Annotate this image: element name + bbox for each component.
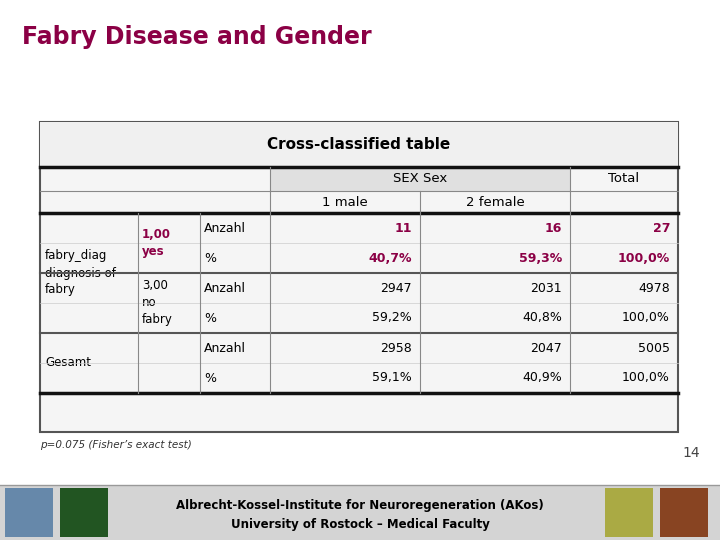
Text: 40,7%: 40,7% [369,252,412,265]
Text: University of Rostock – Medical Faculty: University of Rostock – Medical Faculty [230,518,490,531]
Text: p=0.075 (Fisher’s exact test): p=0.075 (Fisher’s exact test) [40,440,192,450]
Text: 100,0%: 100,0% [618,252,670,265]
Text: 3,00
no
fabry: 3,00 no fabry [142,280,173,327]
Text: 2 female: 2 female [466,195,524,208]
Text: 1,00
yes: 1,00 yes [142,228,171,258]
Text: SEX Sex: SEX Sex [393,172,447,186]
Text: 27: 27 [652,221,670,234]
Text: %: % [204,252,216,265]
Text: %: % [204,372,216,384]
Text: 2031: 2031 [531,281,562,294]
Text: 11: 11 [395,221,412,234]
Text: 1 male: 1 male [322,195,368,208]
Bar [605,488,653,537]
Bar [0,485,720,540]
Text: Anzahl: Anzahl [204,281,246,294]
Text: %: % [204,312,216,325]
Text: 59,2%: 59,2% [372,312,412,325]
Text: 100,0%: 100,0% [622,312,670,325]
Text: 100,0%: 100,0% [622,372,670,384]
Text: 40,9%: 40,9% [522,372,562,384]
Text: 2047: 2047 [530,341,562,354]
Bar [40,122,678,167]
Text: Gesamt: Gesamt [45,356,91,369]
Text: Total: Total [608,172,639,186]
Text: 2958: 2958 [380,341,412,354]
Bar [660,488,708,537]
Text: Cross-classified table: Cross-classified table [267,137,451,152]
Text: 2947: 2947 [380,281,412,294]
Text: 5005: 5005 [638,341,670,354]
Bar [40,122,678,432]
Text: Anzahl: Anzahl [204,221,246,234]
Bar [5,488,53,537]
Text: Anzahl: Anzahl [204,341,246,354]
Bar [270,167,570,191]
Text: 40,8%: 40,8% [522,312,562,325]
Text: 59,3%: 59,3% [518,252,562,265]
Text: Fabry Disease and Gender: Fabry Disease and Gender [22,25,372,49]
Text: fabry_diag
diagnosis of
fabry: fabry_diag diagnosis of fabry [45,249,116,296]
Bar [60,488,108,537]
Text: 4978: 4978 [638,281,670,294]
Text: Albrecht-Kossel-Institute for Neuroregeneration (AKos): Albrecht-Kossel-Institute for Neuroregen… [176,500,544,512]
Text: 16: 16 [544,221,562,234]
Text: 14: 14 [683,446,700,460]
Text: 59,1%: 59,1% [372,372,412,384]
